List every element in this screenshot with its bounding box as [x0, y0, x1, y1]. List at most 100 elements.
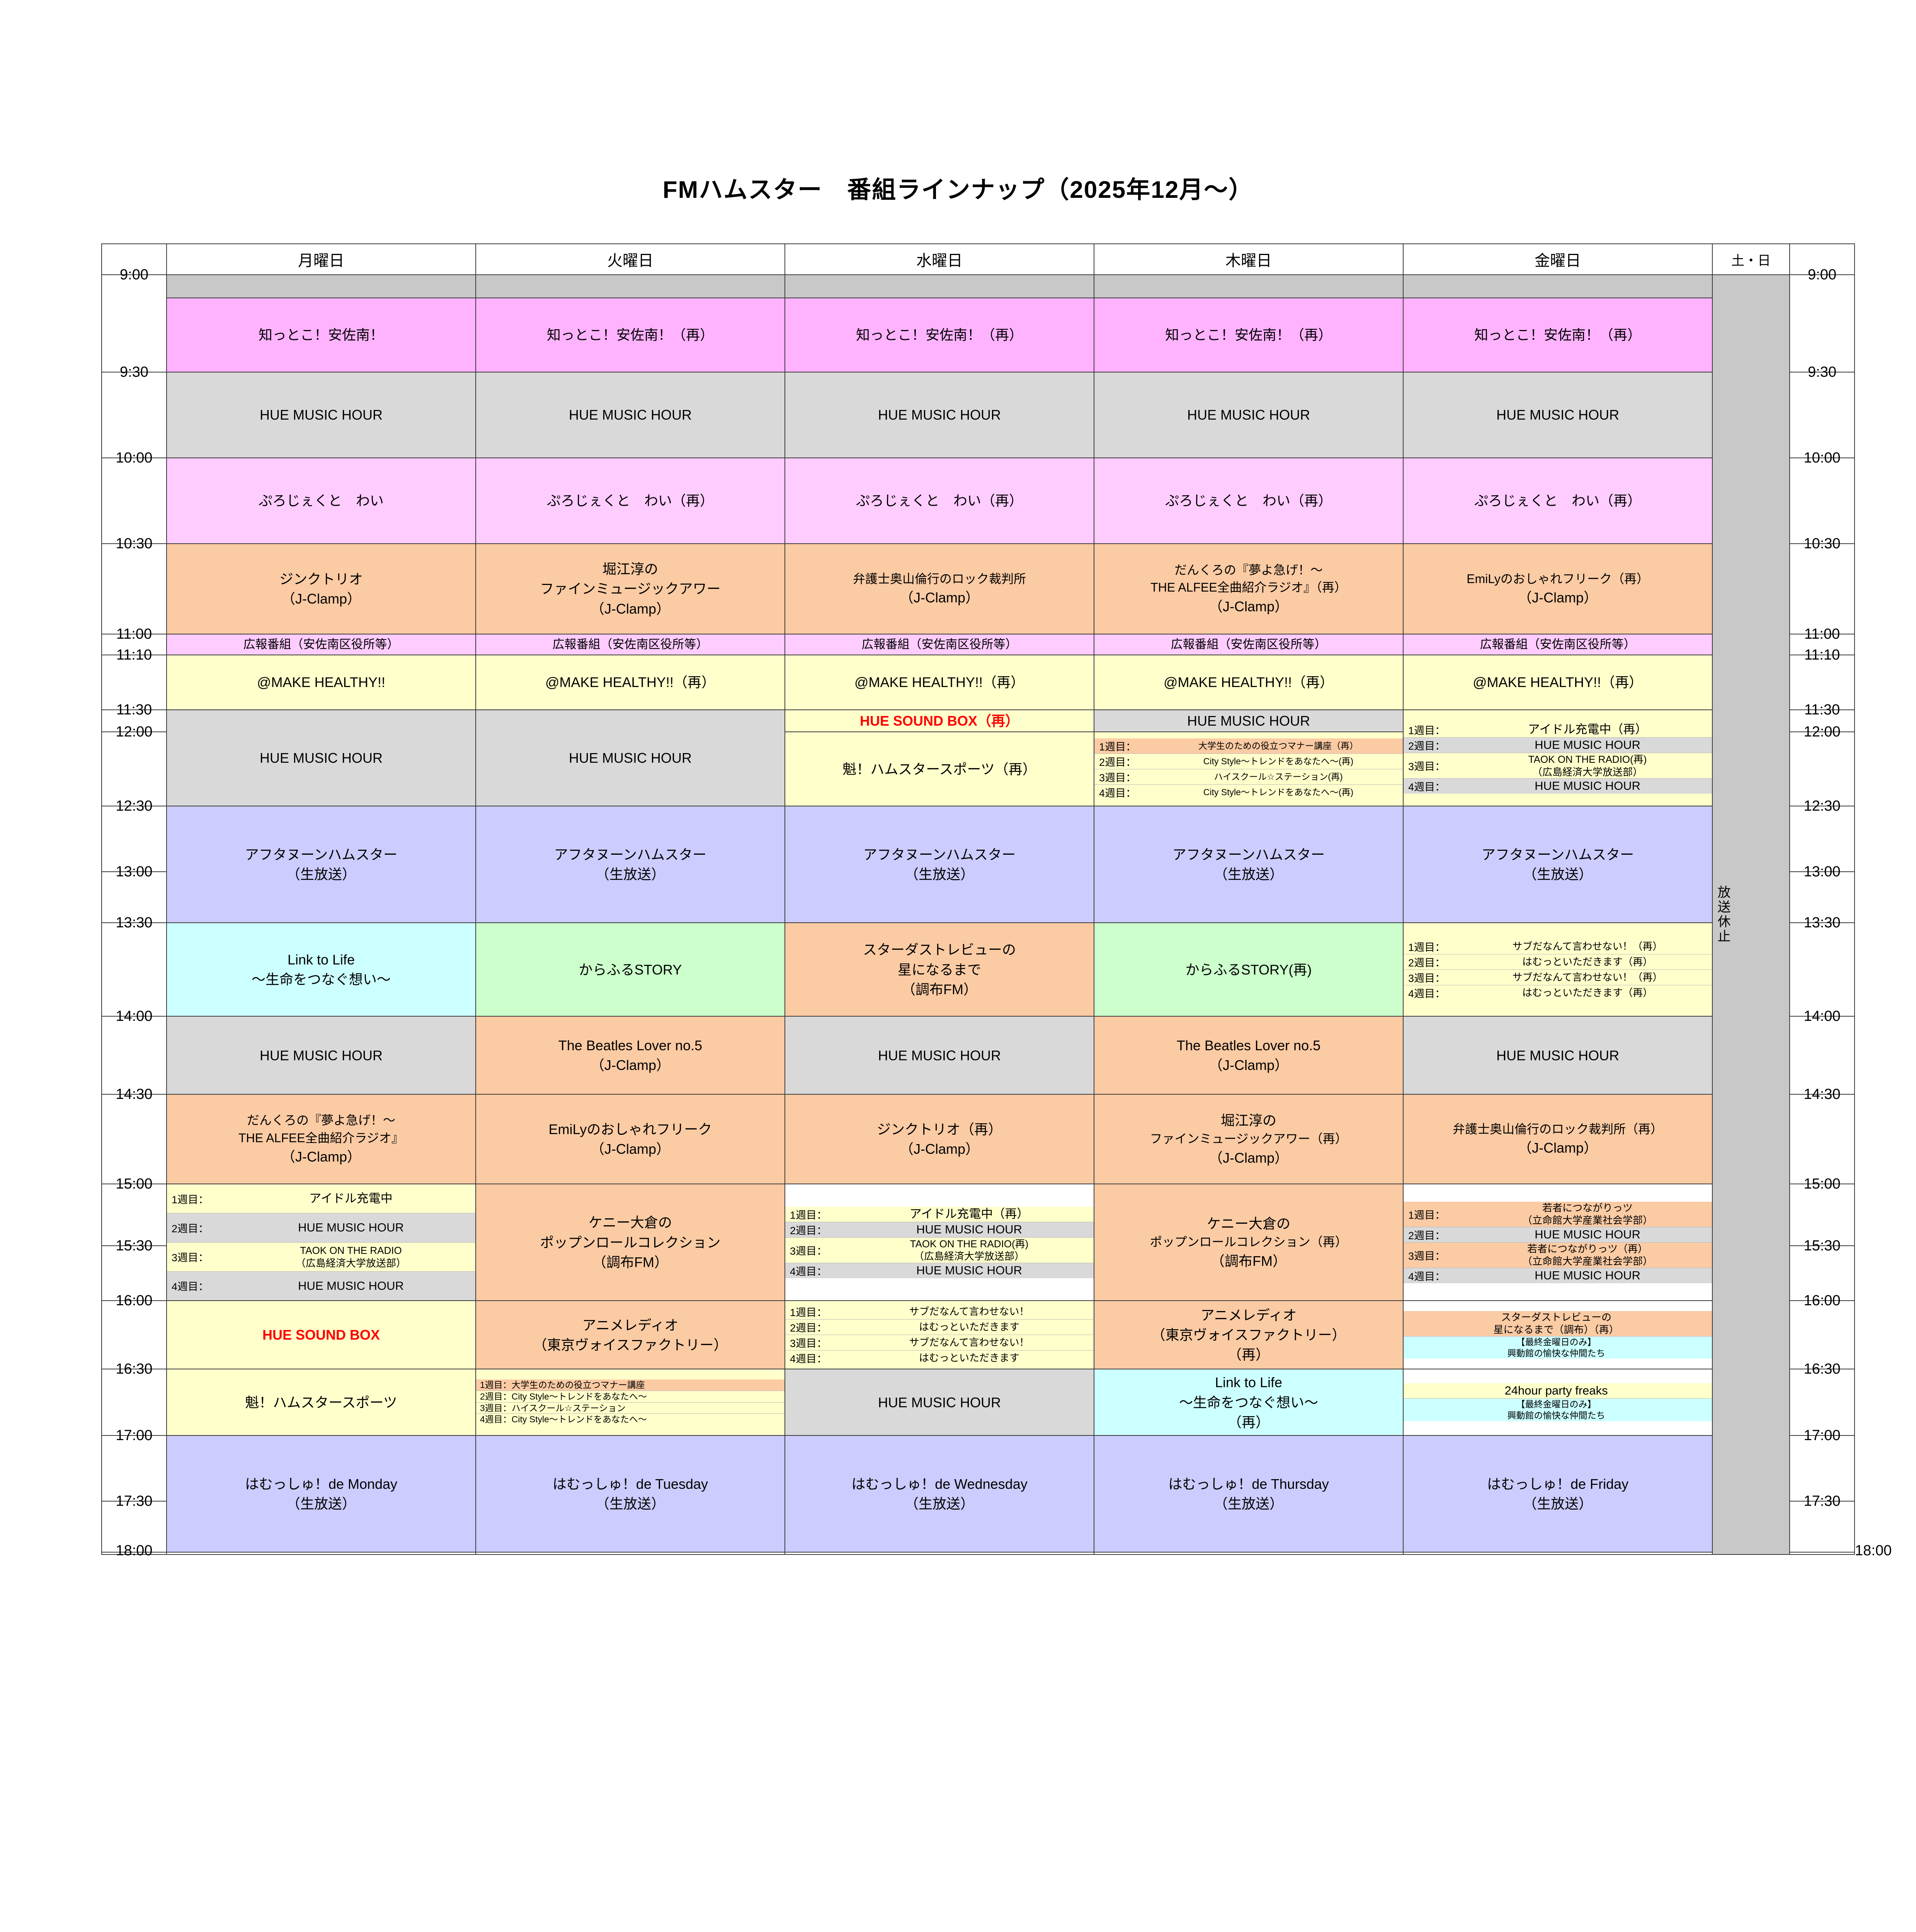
cell-tue-1430: EmiLyのおしゃれフリーク （J-Clamp） [475, 1094, 785, 1185]
cell-mon-1230: アフタヌーンハムスター （生放送） [166, 806, 476, 923]
cell-fri-1030: EmiLyのおしゃれフリーク（再） （J-Clamp） [1403, 543, 1713, 634]
weekend-offair-label: 放送休止 [1715, 885, 1730, 944]
cell-tue-1630-weeks: 1週目：大学生のための役立つマナー講座 2週目：City Style〜トレンドを… [475, 1369, 785, 1436]
weekly-rotation-list: 1週目： 若者につながりっツ （立命館大学産業社会学部） 2週目： HUE MU… [1404, 1201, 1712, 1283]
bottom-spacer-weekend [1789, 1552, 1855, 1555]
program-label: 2週目：City Style〜トレンドをあなたへ〜 [476, 1391, 784, 1402]
program-label: City Style〜トレンドをあなたへ〜(再) [1203, 787, 1354, 797]
cell-tue-1000: ぷろじぇくと わい（再） [475, 457, 785, 544]
time-label-1000-left: 10:00 [101, 451, 167, 544]
weekly-rotation-list: 1週目： サブだなんて言わせない！（再） 2週目： はむっといただきます（再） … [1404, 939, 1712, 1000]
cell-fri-1130-weeks: 1週目： アイドル充電中（再） 2週目： HUE MUSIC HOUR 3週目：… [1403, 709, 1713, 807]
cell-fri-1230: アフタヌーンハムスター （生放送） [1403, 806, 1713, 923]
cell-fri-shittoko: 知っとこ！安佐南！（再） [1403, 298, 1713, 372]
program-block: ジンクトリオ （J-Clamp） [167, 544, 475, 634]
cell-wed-shittoko: 知っとこ！安佐南！（再） [784, 298, 1094, 372]
cell-thu-shittoko: 知っとこ！安佐南！（再） [1094, 298, 1404, 372]
program-label-line2: ファインミュージックアワー（再） [1150, 1132, 1348, 1146]
time-label-0900-left: 9:00 [101, 267, 167, 372]
week-label: 4週目： [790, 1265, 827, 1277]
row-1700-hamusshu: 17:00 はむっしゅ！de Monday （生放送） はむっしゅ！de Tue… [101, 1428, 1855, 1553]
cell-tue-1700: はむっしゅ！de Tuesday （生放送） [475, 1435, 785, 1553]
cell-tue-0930: HUE MUSIC HOUR [475, 372, 785, 458]
header-spacer-left [101, 243, 167, 275]
program-label-line1: TAOK ON THE RADIO [300, 1245, 402, 1257]
time-label-1100-right: 11:00 [1789, 627, 1855, 655]
cell-wed-0900-filler [784, 274, 1094, 298]
program-label: からふるSTORY [579, 961, 682, 978]
program-block: The Beatles Lover no.5 （J-Clamp） [1094, 1035, 1403, 1076]
weekly-rotation-item: 3週目： TAOK ON THE RADIO(再) （広島経済大学放送部） [1404, 753, 1712, 779]
program-label: @MAKE HEALTHY!!（再） [854, 674, 1024, 690]
program-stack-item: 【最終金曜日のみ】 興動館の愉快な仲間たち [1404, 1336, 1712, 1359]
program-label: 広報番組（安佐南区役所等） [243, 637, 399, 651]
row-1110-makehealthy: 11:10 @MAKE HEALTHY!! @MAKE HEALTHY!!（再）… [101, 648, 1855, 710]
program-label: 弁護士奥山倫行のロック裁判所 [853, 571, 1026, 586]
bottom-spacer-tue [475, 1552, 785, 1555]
program-producer: （J-Clamp） [1208, 598, 1289, 614]
day-header-wednesday: 水曜日 [784, 243, 1094, 275]
program-producer: （J-Clamp） [1518, 1140, 1598, 1156]
program-title: ハイスクール☆ステーション [511, 1403, 626, 1413]
weekly-rotation-item: 1週目： アイドル充電中 [167, 1184, 475, 1214]
weekly-rotation-item: 4週目： HUE MUSIC HOUR [785, 1263, 1094, 1278]
program-note-line1: 【最終金曜日のみ】 [1516, 1337, 1596, 1347]
program-label: 【最終金曜日のみ】 興動館の愉快な仲間たち [1404, 1399, 1712, 1421]
program-label: HUE MUSIC HOUR [878, 1047, 1001, 1063]
program-stack-item: 24hour party freaks [1404, 1383, 1712, 1399]
cell-wed-1110: @MAKE HEALTHY!!（再） [784, 655, 1094, 710]
program-label: はむっしゅ！de Tuesday [552, 1476, 708, 1492]
program-note: （再） [1227, 1347, 1269, 1363]
time-label-0930-right: 9:30 [1789, 365, 1855, 458]
program-label: @MAKE HEALTHY!!（再） [1473, 674, 1643, 690]
row-1000-projecty: 10:00 ぷろじぇくと わい ぷろじぇくと わい（再） ぷろじぇくと わい（再… [101, 451, 1855, 544]
time-label-1030-right: 10:30 [1789, 536, 1855, 634]
program-label-line1: TAOK ON THE RADIO(再) [1528, 753, 1647, 765]
day-header-thursday: 木曜日 [1094, 243, 1404, 275]
program-label-line1: スターダストレビューの [863, 942, 1016, 958]
cell-fri-1330-weeks: 1週目： サブだなんて言わせない！（再） 2週目： はむっといただきます（再） … [1403, 922, 1713, 1017]
time-label-1500-left: 15:00 [101, 1177, 167, 1247]
program-producer: （J-Clamp） [899, 1141, 980, 1157]
time-label-1300-left: 13:00 [101, 864, 167, 923]
time-label-1300-right: 13:00 [1789, 864, 1855, 923]
cell-thu-1200-weeks: 1週目： 大学生のための役立つマナー講座（再） 2週目： City Style〜… [1094, 731, 1404, 807]
time-label-1430-left: 14:30 [101, 1087, 167, 1185]
week-label: 2週目： [1099, 756, 1137, 768]
program-label: アイドル充電中（再） [909, 1207, 1029, 1221]
weekly-rotation-item: 2週目： HUE MUSIC HOUR [167, 1213, 475, 1243]
weekly-rotation-item: 1週目： 大学生のための役立つマナー講座（再） [1094, 738, 1403, 754]
program-label-line2: ファインミュージックアワー [540, 581, 721, 597]
schedule-table: 月曜日 火曜日 水曜日 木曜日 金曜日 土・日 9:00 放送休止 [101, 243, 1892, 1558]
program-block: アフタヌーンハムスター （生放送） [476, 844, 784, 885]
program-block: はむっしゅ！de Wednesday （生放送） [785, 1473, 1094, 1514]
program-block: ジンクトリオ（再） （J-Clamp） [785, 1119, 1094, 1160]
time-label-1130-right: 11:30 [1789, 702, 1855, 733]
program-producer: （東京ヴォイスファクトリー） [1151, 1327, 1346, 1343]
week-label: 2週目： [1408, 1230, 1446, 1242]
weekly-rotation-list: 1週目： アイドル充電中 2週目： HUE MUSIC HOUR 3週目： TA… [167, 1184, 475, 1301]
program-label: アフタヌーンハムスター [863, 847, 1016, 862]
weekly-rotation-list: 1週目： アイドル充電中（再） 2週目： HUE MUSIC HOUR 3週目：… [1404, 722, 1712, 794]
cell-tue-1230: アフタヌーンハムスター （生放送） [475, 806, 785, 923]
program-label-line2: 星になるまで [897, 961, 981, 978]
weekly-rotation-item: 3週目：ハイスクール☆ステーション [476, 1402, 784, 1414]
program-label: 弁護士奥山倫行のロック裁判所（再） [1452, 1122, 1663, 1136]
program-label: @MAKE HEALTHY!!（再） [545, 674, 715, 690]
cell-wed-1500-weeks: 1週目： アイドル充電中（再） 2週目： HUE MUSIC HOUR 3週目：… [784, 1184, 1094, 1301]
weekly-rotation-item: 3週目： ハイスクール☆ステーション(再) [1094, 769, 1403, 785]
program-label: 4週目：City Style〜トレンドをあなたへ〜 [476, 1414, 784, 1425]
program-block: アニメレディオ （東京ヴォイスファクトリー） [476, 1315, 784, 1355]
program-label-line2: ポップンロールコレクション（再） [1150, 1235, 1348, 1249]
weekly-rotation-item: 3週目： サブだなんて言わせない！（再） [1404, 970, 1712, 985]
cell-mon-1110: @MAKE HEALTHY!! [166, 655, 476, 710]
week-label: 3週目： [480, 1403, 512, 1413]
program-label-line2: （広島経済大学放送部） [1532, 766, 1643, 778]
row-1230-afternoon: 12:30 アフタヌーンハムスター （生放送） アフタヌーンハムスター （生放送… [101, 799, 1855, 923]
cell-fri-0930: HUE MUSIC HOUR [1403, 372, 1713, 458]
cell-fri-1400: HUE MUSIC HOUR [1403, 1016, 1713, 1095]
program-label: アフタヌーンハムスター [1481, 847, 1634, 862]
program-label: The Beatles Lover no.5 [558, 1037, 703, 1053]
time-label-0930-left: 9:30 [101, 365, 167, 458]
program-block: はむっしゅ！de Thursday （生放送） [1094, 1473, 1403, 1514]
